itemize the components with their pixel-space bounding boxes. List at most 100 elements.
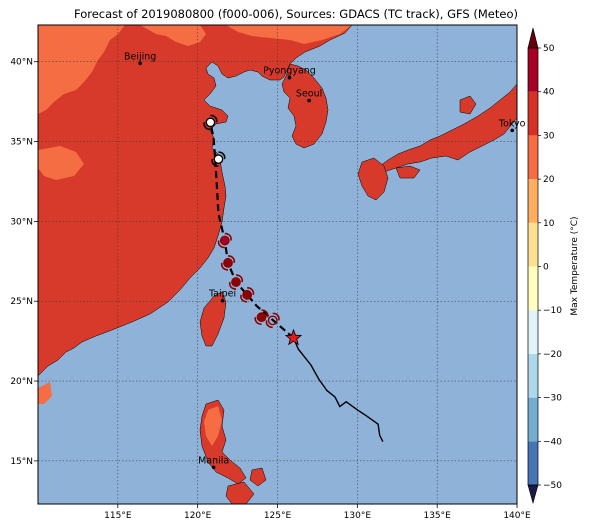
x-tick-label: 140°E [503, 511, 531, 521]
land-japan-shikoku [395, 165, 421, 179]
storm-marker-arm [211, 158, 219, 167]
y-tick-label: 15°N [10, 457, 33, 467]
storm-markers [203, 114, 280, 329]
land-philippines-islands [225, 481, 255, 504]
storm-marker-core [242, 289, 253, 300]
land-japan-kyushu [357, 157, 389, 201]
colorbar-tick-label: 30 [543, 131, 555, 141]
colorbar-label: Max Temperature (°C) [570, 216, 580, 315]
storm-marker-arm [247, 287, 255, 296]
colorbar-extend-min [527, 484, 539, 505]
storm-marker-arm [224, 232, 232, 241]
colorbar-segment [528, 266, 538, 311]
y-axis-ticks: 15°N 20°N 25°N 30°N 35°N 40°N [10, 58, 38, 467]
colorbar-tick-label: 50 [543, 44, 555, 54]
city: Manila [198, 455, 229, 470]
land-warm-patch [140, 25, 206, 46]
storm-marker-arm [265, 320, 273, 329]
city: Tokyo [498, 118, 526, 133]
colorbar-extend-max [527, 27, 539, 49]
storm-marker [265, 312, 280, 329]
land-japan-north [459, 95, 477, 115]
land-warm-patch [226, 25, 352, 44]
storm-marker-core [219, 235, 230, 246]
storm-marker [217, 232, 232, 249]
colorbar-tick-label: 10 [543, 219, 555, 229]
city-label: Pyongyang [263, 66, 316, 77]
city-label: Taipei [208, 289, 236, 300]
storm-marker-core [213, 154, 224, 165]
city-dot [220, 298, 225, 303]
colorbar: −50 −40 −30 −20 −10 0 10 20 30 40 50 [527, 27, 562, 505]
colorbar-segment [528, 441, 538, 485]
x-tick-label: 135°E [423, 511, 451, 521]
city-label: Beijing [124, 51, 156, 62]
land-warm-patch [38, 382, 52, 404]
storm-marker [228, 274, 244, 290]
colorbar-tick-label: −30 [543, 394, 562, 404]
x-tick-label: 125°E [264, 511, 292, 521]
land-mainland-asia [38, 25, 353, 377]
city-label: Manila [198, 455, 229, 466]
city-dot [211, 465, 216, 470]
colorbar-tick-label: −50 [543, 481, 562, 491]
y-tick-label: 35°N [10, 138, 33, 148]
city-dot [287, 75, 292, 80]
y-tick-label: 25°N [10, 297, 33, 307]
y-tick-label: 40°N [10, 58, 33, 68]
storm-marker-arm [227, 255, 236, 264]
land-luzon-warm [204, 406, 222, 446]
storm-marker-arm [235, 274, 244, 283]
city: Seoul [296, 89, 322, 103]
city-labels: Beijing Pyongyang Seoul Tokyo Taipei Manila [124, 51, 526, 470]
map-title: Forecast of 2019080800 (f000-006), Sourc… [74, 7, 518, 21]
storm-marker [254, 309, 269, 325]
x-axis-ticks: 115°E 120°E 125°E 130°E 135°E 140°E [104, 504, 531, 521]
colorbar-tick-label: 0 [543, 263, 549, 273]
storm-marker [220, 255, 236, 271]
colorbar-segment [528, 222, 538, 267]
storm-marker [240, 287, 255, 303]
storm-marker-arm [254, 316, 262, 325]
y-tick-label: 20°N [10, 377, 33, 387]
land-philippines-islands [249, 467, 267, 487]
storm-marker-core [267, 315, 278, 326]
colorbar-segment [528, 310, 538, 354]
storm-marker-arm [203, 122, 211, 131]
storm-marker [203, 114, 218, 131]
city-label: Seoul [296, 89, 322, 100]
colorbar-segment [528, 135, 538, 180]
storm-marker [211, 151, 226, 167]
city-dot [510, 128, 515, 133]
colorbar-segment [528, 91, 538, 136]
storm-marker-core [223, 258, 233, 268]
land-warm-patch [38, 146, 84, 180]
colorbar-tick-label: 20 [543, 175, 555, 185]
city-dot [307, 98, 311, 103]
city-dot [138, 61, 142, 66]
y-tick-label: 30°N [10, 217, 33, 227]
storm-marker-core [231, 277, 241, 287]
colorbar-segment [528, 353, 538, 398]
x-tick-label: 130°E [344, 511, 372, 521]
storm-marker-arm [210, 114, 218, 123]
x-tick-label: 115°E [104, 511, 132, 521]
colorbar-tick-label: 40 [543, 88, 555, 98]
colorbar-segment [528, 397, 538, 442]
city: Beijing [124, 51, 156, 66]
land-warm-patch [38, 25, 125, 114]
storm-marker-arm [240, 294, 248, 303]
storm-marker-arm [218, 151, 226, 160]
land-layer [38, 25, 517, 504]
x-tick-label: 120°E [184, 511, 212, 521]
storm-marker-arm [217, 240, 225, 249]
storm-marker-arm [228, 281, 237, 290]
storm-marker-arm [261, 309, 269, 318]
storm-marker-core [205, 117, 216, 128]
city: Pyongyang [263, 66, 316, 80]
storm-marker-core [256, 312, 267, 323]
current-position-star [284, 328, 303, 346]
city: Taipei [208, 289, 236, 303]
colorbar-segment [528, 48, 538, 92]
